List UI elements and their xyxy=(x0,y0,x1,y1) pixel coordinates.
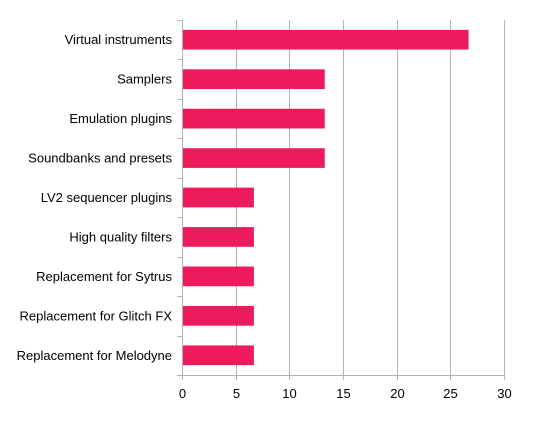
bar xyxy=(183,148,325,168)
bar xyxy=(183,30,469,50)
category-label: Samplers xyxy=(117,72,172,87)
bar xyxy=(183,306,254,326)
category-label: Replacement for Melodyne xyxy=(17,348,172,363)
x-tick-label: 15 xyxy=(336,386,350,401)
bar xyxy=(183,69,325,89)
bars xyxy=(183,30,469,365)
x-tick-label: 5 xyxy=(233,386,240,401)
x-tick-label: 25 xyxy=(443,386,457,401)
category-label: Replacement for Sytrus xyxy=(36,269,172,284)
bar xyxy=(183,188,254,208)
bar xyxy=(183,345,254,365)
category-label: Replacement for Glitch FX xyxy=(20,308,173,323)
x-tick-label: 0 xyxy=(179,386,186,401)
x-tick-label: 10 xyxy=(282,386,296,401)
bar xyxy=(183,227,254,247)
x-tick-label: 20 xyxy=(390,386,404,401)
category-label: LV2 sequencer plugins xyxy=(41,190,173,205)
category-label: High quality filters xyxy=(69,229,172,244)
x-tick-labels: 0 5 10 15 20 25 30 xyxy=(179,386,512,401)
bar xyxy=(183,109,325,129)
category-label: Soundbanks and presets xyxy=(28,151,172,166)
category-labels: Virtual instruments Samplers Emulation plu… xyxy=(17,32,173,363)
category-label: Emulation plugins xyxy=(69,111,172,126)
category-label: Virtual instruments xyxy=(65,32,173,47)
x-tick-label: 30 xyxy=(497,386,511,401)
bar xyxy=(183,267,254,287)
